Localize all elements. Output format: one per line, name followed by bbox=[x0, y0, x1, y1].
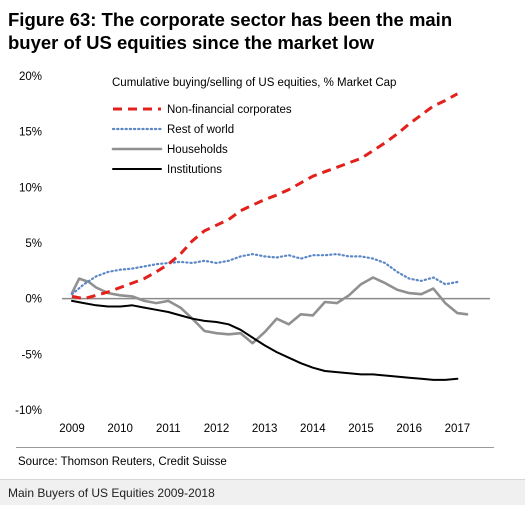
legend-label: Households bbox=[167, 144, 228, 156]
figure-title-line1: Figure 63: The corporate sector has been… bbox=[8, 9, 453, 30]
caption-bar bbox=[0, 479, 525, 505]
x-tick-label: 2014 bbox=[300, 423, 326, 435]
y-tick-label: 20% bbox=[19, 71, 42, 83]
chart-area: 20% 15% 10% 5% 0% -5% -10% 2009 2010 2011 2012 201… bbox=[0, 56, 525, 446]
y-tick-label: 10% bbox=[19, 182, 42, 194]
x-axis: 2009 2010 2011 2012 2013 2014 2015 2016 2017 bbox=[59, 423, 470, 435]
legend: Non-financial corporates Rest of world Hou… bbox=[111, 104, 292, 176]
legend-label: Institutions bbox=[167, 164, 222, 176]
series-line-households bbox=[70, 276, 469, 345]
series-line-non-financial-corporates bbox=[71, 92, 459, 301]
x-tick-label: 2011 bbox=[156, 423, 181, 435]
x-tick-label: 2012 bbox=[204, 423, 230, 435]
series-lines bbox=[70, 92, 469, 381]
image-caption: Main Buyers of US Equities 2009-2018 bbox=[8, 486, 215, 500]
y-tick-label: 5% bbox=[25, 238, 42, 250]
y-tick-label: 0% bbox=[25, 294, 42, 306]
series-line-institutions bbox=[71, 299, 459, 381]
source-note: Source: Thomson Reuters, Credit Suisse bbox=[18, 456, 227, 468]
x-tick-label: 2017 bbox=[445, 423, 471, 435]
x-tick-label: 2009 bbox=[59, 423, 85, 435]
y-tick-label: -5% bbox=[22, 349, 42, 361]
source-divider bbox=[16, 447, 494, 448]
y-tick-label: 15% bbox=[19, 127, 42, 139]
x-tick-label: 2016 bbox=[396, 423, 422, 435]
y-axis: 20% 15% 10% 5% 0% -5% -10% bbox=[15, 71, 42, 417]
y-tick-label: -10% bbox=[15, 405, 42, 417]
figure-title: Figure 63: The corporate sector has been… bbox=[8, 8, 513, 54]
chart-inner-title: Cumulative buying/selling of US equities… bbox=[112, 77, 396, 89]
series-line-rest-of-world bbox=[70, 253, 459, 296]
x-tick-label: 2013 bbox=[252, 423, 278, 435]
figure-title-line2: buyer of US equities since the market lo… bbox=[8, 32, 374, 53]
x-tick-label: 2010 bbox=[107, 423, 133, 435]
x-tick-label: 2015 bbox=[348, 423, 374, 435]
legend-label: Rest of world bbox=[167, 124, 234, 136]
line-chart: 20% 15% 10% 5% 0% -5% -10% 2009 2010 2011 2012 201… bbox=[15, 71, 490, 435]
legend-label: Non-financial corporates bbox=[167, 104, 292, 116]
